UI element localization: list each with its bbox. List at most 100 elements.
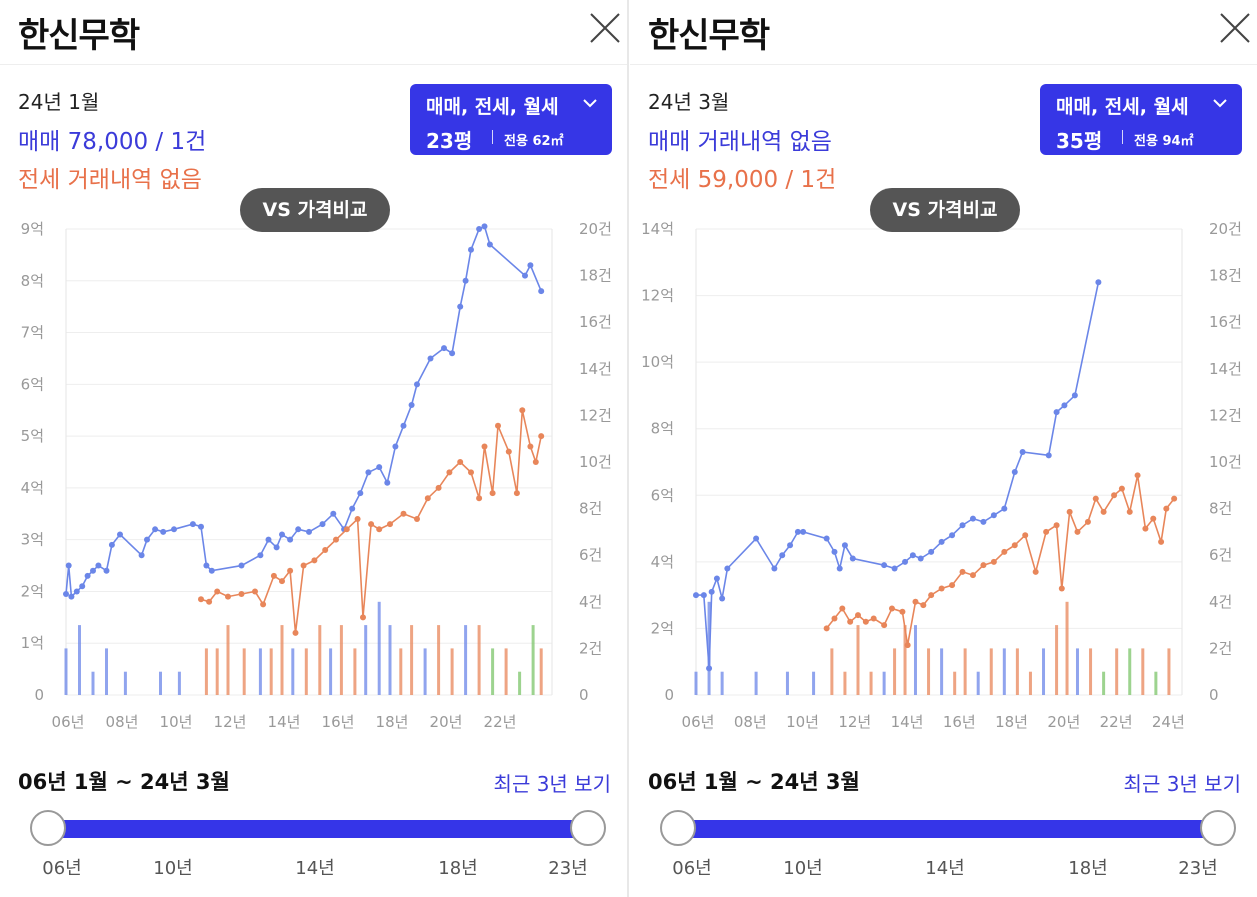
- price-trend-chart[interactable]: 0 1억 2억 3억 4억 5억 6억 7억 8억 9억 0 2건 4건 6건 8건 10건 12건 14건 16건…: [0, 205, 627, 750]
- slider-label: 18년: [438, 858, 478, 879]
- y-tick-label: 14억: [641, 220, 674, 238]
- price-point: [1061, 402, 1068, 409]
- y2-tick-label: 0: [1209, 686, 1219, 704]
- y2-tick-label: 16건: [579, 313, 612, 331]
- price-point: [322, 547, 329, 554]
- volume-bar: [869, 671, 873, 695]
- volume-bar: [989, 648, 993, 695]
- price-point: [63, 591, 69, 598]
- price-point: [441, 345, 447, 352]
- price-point: [902, 558, 909, 565]
- price-point: [891, 565, 898, 572]
- y-tick-label: 8억: [21, 272, 44, 290]
- y2-tick-label: 10건: [579, 453, 612, 471]
- recent-3-years-link[interactable]: 최근 3년 보기: [1123, 772, 1241, 796]
- vs-compare-button[interactable]: VS 가격비교: [870, 188, 1020, 232]
- price-trend-chart[interactable]: 0 2억 4억 6억 8억 10억 12억 14억 0 2건 4건 6건 8건 10건 12건 14건 16건 1…: [630, 205, 1257, 750]
- net-area: 전용 94㎡: [1134, 134, 1194, 149]
- price-point: [794, 528, 801, 535]
- price-point: [198, 596, 204, 603]
- price-point: [693, 592, 699, 599]
- price-point: [920, 602, 927, 609]
- volume-bar: [812, 671, 816, 695]
- price-point: [65, 562, 72, 569]
- y-tick-label: 0: [34, 686, 44, 704]
- volume-bar: [1042, 648, 1046, 695]
- price-point: [527, 443, 534, 450]
- price-point: [457, 303, 464, 310]
- x-tick-label: 06년: [52, 713, 85, 731]
- y2-tick-label: 8건: [1209, 500, 1232, 518]
- price-panel-left: 한신무학 24년 1월 매매 78,000 / 1건 전세 거래내역 없음 매매…: [0, 0, 627, 897]
- price-point: [414, 381, 420, 388]
- price-point: [287, 567, 294, 574]
- range-slider-track[interactable]: [47, 820, 587, 838]
- range-slider-end-handle[interactable]: [570, 810, 606, 846]
- price-point: [959, 522, 966, 529]
- price-point: [171, 526, 177, 533]
- y-tick-label: 9억: [21, 220, 44, 238]
- price-point: [888, 605, 895, 612]
- price-point: [357, 490, 364, 497]
- price-point: [1142, 525, 1149, 532]
- price-point: [938, 585, 945, 592]
- price-point: [917, 555, 924, 562]
- price-point: [427, 355, 434, 362]
- price-point: [468, 469, 474, 476]
- x-tick-label: 18년: [376, 713, 409, 731]
- volume-bar: [518, 671, 522, 695]
- price-point: [333, 536, 339, 543]
- x-tick-label: 24년: [1152, 713, 1185, 731]
- price-point: [1032, 568, 1039, 575]
- price-point: [214, 588, 221, 595]
- recent-3-years-link[interactable]: 최근 3년 보기: [493, 772, 611, 796]
- jeonse-summary: 전세 거래내역 없음: [18, 167, 202, 193]
- x-tick-label: 08년: [106, 713, 139, 731]
- volume-bar: [927, 648, 931, 695]
- y2-tick-label: 14건: [1209, 360, 1242, 378]
- volume-bar: [953, 671, 957, 695]
- volume-bar: [388, 625, 392, 695]
- range-slider-end-handle[interactable]: [1200, 810, 1236, 846]
- price-point: [360, 614, 366, 621]
- price-point: [881, 562, 888, 569]
- price-point: [969, 515, 976, 522]
- y-tick-label: 6억: [21, 375, 44, 393]
- close-icon[interactable]: [587, 10, 623, 46]
- price-point: [279, 578, 285, 585]
- vs-compare-button[interactable]: VS 가격비교: [240, 188, 390, 232]
- volume-bar: [830, 648, 834, 695]
- y2-tick-label: 8건: [579, 500, 602, 518]
- range-slider-start-handle[interactable]: [660, 810, 696, 846]
- slider-label: 06년: [42, 858, 82, 879]
- range-slider-start-handle[interactable]: [30, 810, 66, 846]
- volume-bar: [940, 648, 944, 695]
- price-line-jeonse: [200, 410, 542, 633]
- y-tick-label: 7억: [21, 324, 44, 342]
- deal-type-area-filter[interactable]: 매매, 전세, 월세 35평 전용 94㎡: [1040, 84, 1242, 155]
- price-point: [144, 536, 150, 543]
- volume-bar: [318, 625, 322, 695]
- x-tick-label: 10년: [160, 713, 193, 731]
- y-tick-label: 4억: [21, 479, 44, 497]
- price-point: [1019, 449, 1026, 456]
- y2-tick-label: 18건: [579, 267, 612, 285]
- y2-tick-label: 20건: [579, 220, 612, 238]
- price-point: [831, 548, 838, 555]
- volume-bar: [1075, 648, 1079, 695]
- price-point: [1001, 505, 1008, 512]
- price-point: [713, 575, 720, 582]
- range-slider-track[interactable]: [677, 820, 1217, 838]
- price-point: [928, 592, 935, 599]
- x-tick-label: 18년: [995, 713, 1028, 731]
- slider-label: 23년: [1178, 858, 1218, 879]
- price-point: [1011, 468, 1018, 475]
- complex-title: 한신무학: [648, 16, 770, 56]
- volume-bar: [1055, 625, 1059, 695]
- volume-bar: [78, 625, 81, 695]
- volume-bar: [694, 671, 698, 695]
- x-tick-label: 12년: [838, 713, 871, 731]
- price-point: [265, 536, 272, 543]
- deal-type-area-filter[interactable]: 매매, 전세, 월세 23평 전용 62㎡: [410, 84, 612, 155]
- close-icon[interactable]: [1217, 10, 1253, 46]
